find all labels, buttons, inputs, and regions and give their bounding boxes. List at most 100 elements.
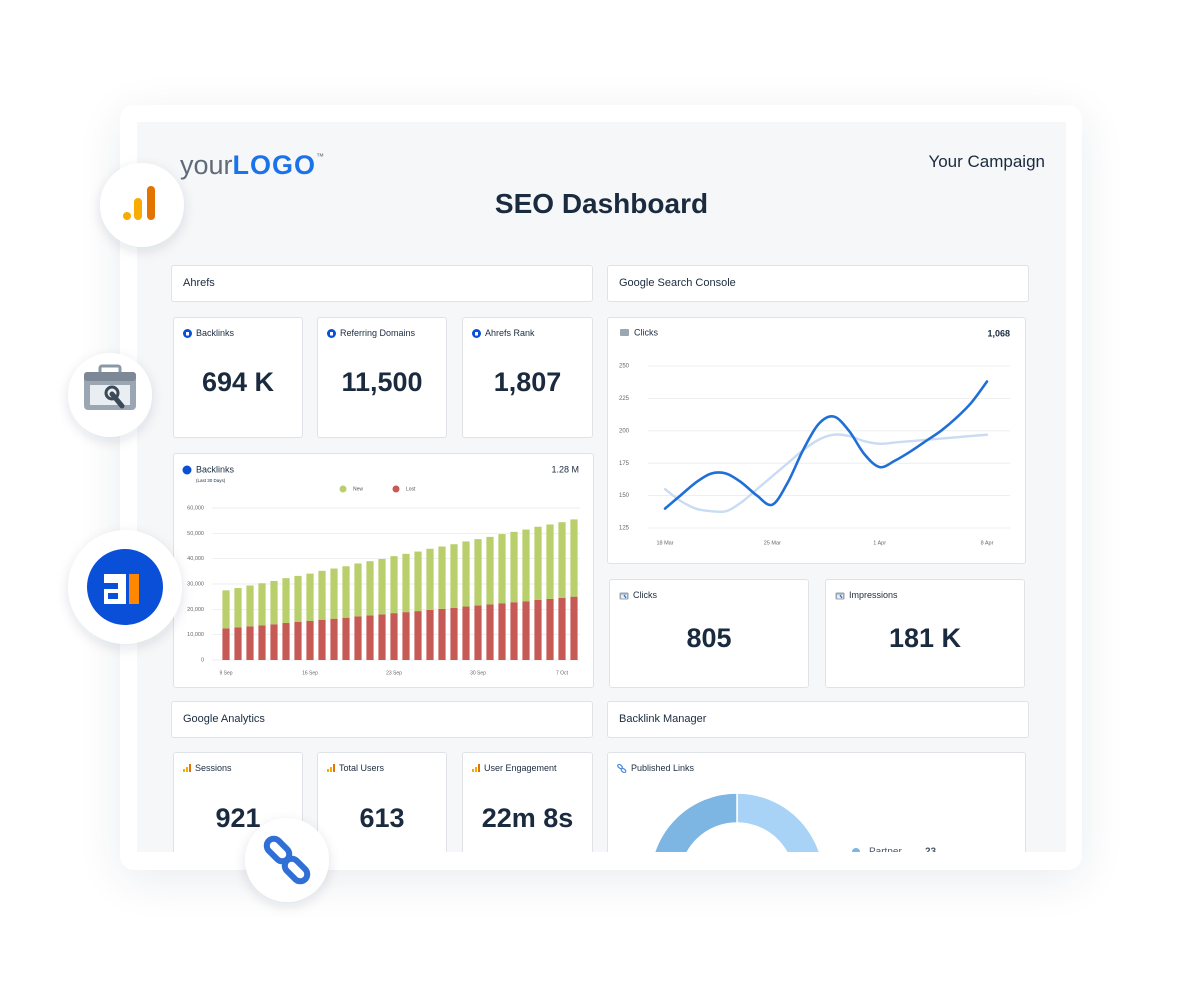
chart-title: Backlinks	[196, 464, 235, 474]
metric-label: Sessions	[183, 763, 232, 773]
bar-segment	[294, 622, 302, 660]
gsc-icon	[619, 592, 629, 599]
bar-segment	[390, 556, 398, 614]
metric-value: 1,807	[493, 367, 562, 397]
ahrefs-icon	[472, 328, 481, 338]
ga-icon	[183, 764, 191, 772]
metric-label: User Engagement	[472, 763, 557, 773]
bar-segment	[426, 609, 434, 660]
bar-segment	[474, 539, 482, 606]
label: Clicks	[633, 590, 657, 600]
metric-card: User Engagement 22m 8s	[462, 752, 593, 852]
chart-annotation: 1,068	[987, 328, 1010, 338]
bar-segment	[222, 628, 230, 660]
y-tick-label: 30,000	[187, 581, 204, 587]
bar-segment	[462, 606, 470, 660]
bar-segment	[546, 524, 554, 599]
legend-label: New	[353, 486, 363, 492]
x-tick-label: 1 Apr	[873, 540, 886, 546]
chart-title: Clicks	[634, 327, 658, 337]
y-tick-label: 20,000	[187, 607, 204, 613]
metric-value: 694 K	[201, 367, 275, 397]
bar-segment	[270, 580, 278, 625]
metric-label: Total Users	[327, 763, 384, 773]
metric-card: Total Users 613	[317, 752, 447, 852]
metric-card: Backlinks 694 K	[173, 317, 303, 438]
bar-segment	[258, 583, 266, 626]
ga-icon	[327, 764, 335, 772]
bar-segment	[486, 604, 494, 660]
bar-segment	[534, 599, 542, 660]
legend-value: 23	[925, 847, 937, 852]
metric-label: Clicks	[619, 590, 657, 600]
label: User Engagement	[484, 763, 557, 773]
bar-segment	[510, 602, 518, 660]
legend-label: Partner	[869, 847, 902, 852]
bar-segment	[414, 551, 422, 612]
bar-segment	[426, 548, 434, 610]
legend-swatch	[852, 848, 860, 852]
chart-annotation: 1.28 M	[551, 464, 579, 474]
ahrefs-icon	[327, 328, 336, 338]
metric-card: Ahrefs Rank 1,807	[462, 317, 593, 438]
bar-segment	[366, 561, 374, 616]
bar-segment	[498, 534, 506, 604]
bar-segment	[498, 603, 506, 660]
bar-segment	[270, 624, 278, 660]
y-tick-label: 175	[619, 461, 630, 467]
logo: yourLOGO™	[180, 150, 324, 181]
bar-segment	[522, 601, 530, 660]
donut-slice	[736, 792, 821, 852]
chart-title: Published Links	[631, 763, 695, 773]
bar-segment	[390, 613, 398, 660]
legend-swatch	[339, 485, 347, 493]
bar-segment	[354, 616, 362, 660]
bar-segment	[282, 623, 290, 660]
bar-segment	[378, 614, 386, 660]
donut-slice	[653, 792, 738, 852]
bar-segment	[534, 526, 542, 600]
y-tick-label: 125	[619, 526, 630, 532]
metric-value: 181 K	[888, 623, 962, 653]
bar-segment	[246, 626, 254, 660]
gsc-icon	[835, 592, 845, 599]
bar-segment	[222, 590, 230, 629]
x-tick-label: 30 Sep	[470, 670, 486, 676]
legend-swatch	[392, 485, 400, 493]
bar-segment	[246, 585, 254, 627]
metric-card: Clicks 805	[609, 579, 809, 688]
charts: Backlinks (Last 30 Days) 1.28 M New Lost 0 10,…	[182, 327, 1010, 852]
x-tick-label: 9 Sep	[219, 670, 232, 676]
title: SEO Dashboard	[494, 188, 709, 219]
bar-segment	[294, 575, 302, 622]
bar-segment	[342, 566, 350, 618]
bar-segment	[558, 597, 566, 660]
label: Impressions	[849, 590, 898, 600]
metric-label: Backlinks	[183, 328, 234, 338]
y-tick-label: 0	[201, 657, 204, 663]
metric-value: 22m 8s	[481, 803, 574, 833]
logo-strong: LOGO	[232, 150, 317, 180]
section-header: Google Search Console	[607, 265, 1029, 302]
y-tick-label: 200	[619, 428, 630, 434]
bar-segment	[234, 588, 242, 628]
metric-value: 11,500	[341, 367, 423, 397]
x-tick-label: 25 Mar	[764, 540, 781, 546]
x-tick-label: 16 Sep	[302, 670, 318, 676]
bar-segment	[450, 544, 458, 608]
bar-segment	[378, 558, 386, 615]
x-tick-label: 23 Sep	[386, 670, 402, 676]
bar-segment	[462, 541, 470, 607]
bar-segment	[282, 578, 290, 624]
x-tick-label: 8 Apr	[981, 540, 994, 546]
bar-segment	[330, 568, 338, 619]
label: Ahrefs Rank	[485, 328, 535, 338]
bar-segment	[522, 529, 530, 602]
legend-label: Lost	[406, 486, 416, 492]
bar-segment	[510, 531, 518, 603]
y-tick-label: 150	[619, 493, 630, 499]
ahrefs-icon	[182, 465, 192, 475]
campaign: Your Campaign	[928, 152, 1045, 171]
y-tick-label: 40,000	[187, 556, 204, 562]
bar-segment	[258, 625, 266, 660]
